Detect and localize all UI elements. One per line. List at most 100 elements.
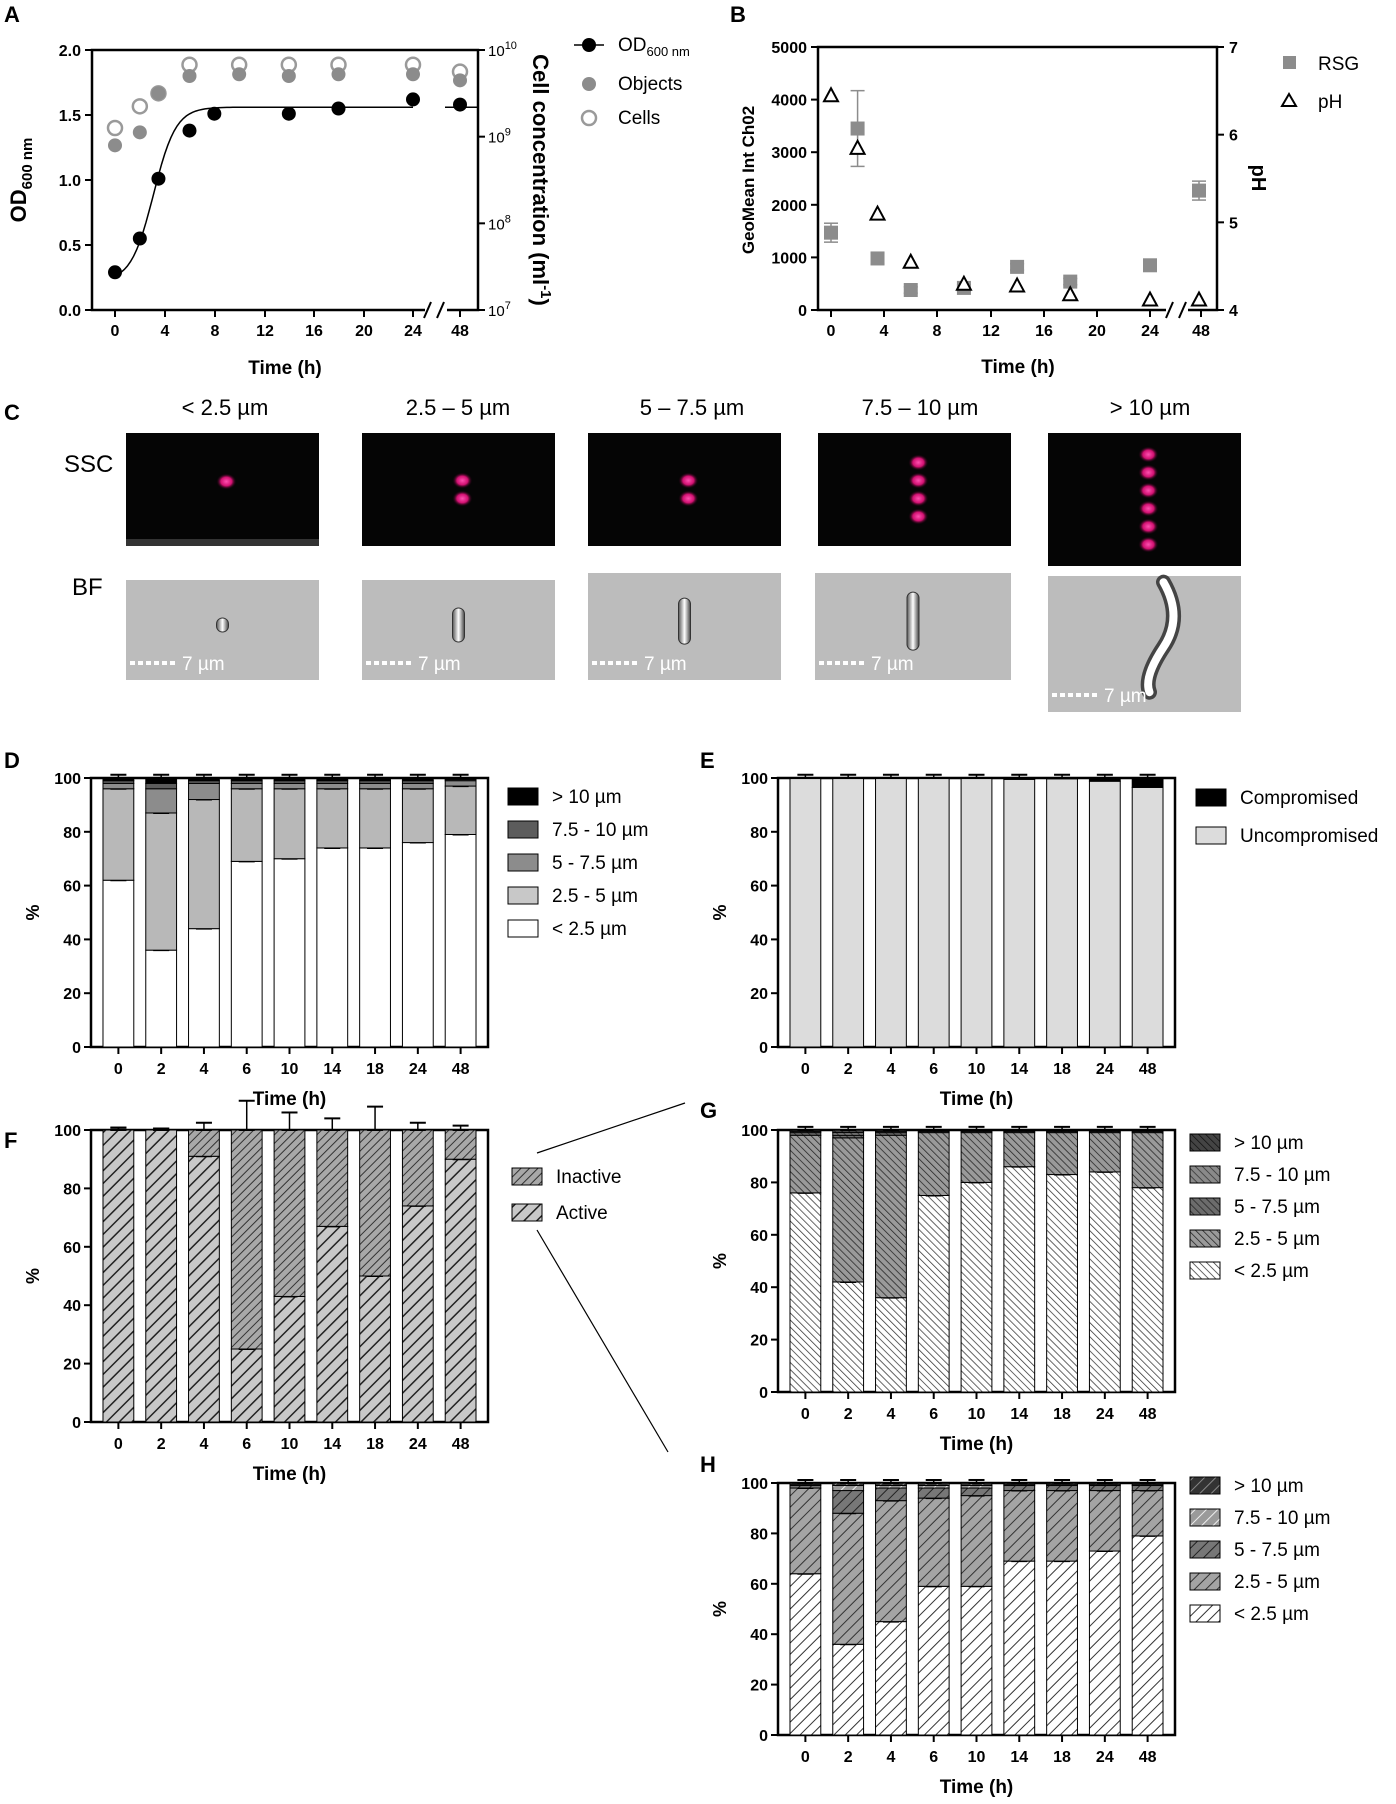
panel-a-xtick-label: 48 bbox=[451, 323, 469, 340]
panel-h-ytick-label: 40 bbox=[750, 1627, 768, 1644]
panel-d-ylabel: % bbox=[23, 904, 43, 920]
panel-c-row-label-bf: BF bbox=[72, 574, 103, 601]
ssc-spot bbox=[908, 490, 929, 507]
panel-h-ytick-label: 60 bbox=[750, 1577, 768, 1594]
connector-line-bottom bbox=[536, 1229, 669, 1453]
panel-b-y2tick-label: 6 bbox=[1229, 128, 1238, 145]
panel-f-legend-swatch bbox=[511, 1203, 543, 1222]
panel-h-bar-segment bbox=[960, 1495, 993, 1587]
bf-scale-label: 7 µm bbox=[644, 654, 687, 675]
panel-h-legend-swatch bbox=[1189, 1508, 1221, 1527]
panel-b-rsg-point bbox=[903, 283, 918, 298]
panel-d-legend-label: < 2.5 µm bbox=[552, 919, 627, 940]
panel-e-ytick-label: 40 bbox=[750, 932, 768, 949]
panel-a-objects-point bbox=[108, 138, 122, 153]
bf-scale-label: 7 µm bbox=[418, 654, 461, 675]
panel-a-ylabel: OD600 nm bbox=[6, 138, 36, 223]
panel-d-bar-segment bbox=[230, 860, 263, 1048]
panel-d-bar-segment bbox=[102, 879, 135, 1048]
panel-f-bar-segment bbox=[359, 1129, 391, 1277]
legend-rsg-marker bbox=[1283, 56, 1296, 69]
panel-b-ytick-label: 5000 bbox=[771, 40, 807, 57]
panel-d-bar-segment bbox=[444, 833, 477, 1048]
panel-f-bar-segment bbox=[230, 1129, 263, 1350]
panel-b-rsg-point bbox=[1010, 259, 1025, 274]
panel-f-bar-segment bbox=[401, 1205, 434, 1423]
panel-g-legend-label: > 10 µm bbox=[1234, 1133, 1304, 1154]
panel-f-xtick-label: 2 bbox=[157, 1436, 166, 1453]
panel-b-y2tick-label: 4 bbox=[1229, 303, 1238, 320]
panel-b-xtick-label: 12 bbox=[982, 323, 1000, 340]
panel-d-legend-label: 5 - 7.5 µm bbox=[552, 853, 638, 874]
panel-c-col-label-4: > 10 µm bbox=[1110, 395, 1191, 420]
panel-d-legend-swatch bbox=[507, 853, 539, 872]
panel-b-ytick-label: 2000 bbox=[771, 198, 807, 215]
panel-h-legend-swatch bbox=[1189, 1540, 1221, 1559]
panel-h-xtick-label: 48 bbox=[1139, 1749, 1157, 1766]
panel-h-bar-segment bbox=[1131, 1490, 1164, 1537]
bf-scale-label: 7 µm bbox=[182, 654, 225, 675]
panel-d-xtick-label: 4 bbox=[199, 1061, 208, 1078]
panel-b-ph-point bbox=[1008, 276, 1026, 293]
ssc-spot bbox=[452, 472, 473, 489]
panel-f-bar-segment bbox=[273, 1295, 306, 1423]
panel-b-axis-break bbox=[1178, 301, 1187, 319]
panel-a-y2tick-label: 108 bbox=[488, 213, 511, 233]
ssc-spot bbox=[1138, 500, 1159, 517]
panel-f-bar-segment bbox=[444, 1129, 477, 1160]
panel-b-ph-point bbox=[1061, 285, 1079, 302]
panel-d-xtick-label: 2 bbox=[157, 1061, 166, 1078]
panel-g-bar-segment bbox=[789, 1134, 822, 1194]
panel-d-legend-swatch bbox=[507, 919, 539, 938]
panel-f-bar-segment bbox=[230, 1348, 263, 1423]
bf-scale-label: 7 µm bbox=[871, 654, 914, 675]
bf-cell-chain bbox=[1144, 578, 1178, 697]
panel-d-xtick-label: 0 bbox=[114, 1061, 123, 1078]
panel-letter-a: A bbox=[4, 2, 20, 27]
panel-b-ph-point bbox=[848, 138, 867, 155]
panel-g-bar-segment bbox=[1046, 1174, 1078, 1393]
panel-e-ytick-label: 0 bbox=[759, 1040, 768, 1057]
panel-a-fit-line bbox=[114, 106, 413, 277]
panel-e-legend-swatch bbox=[1195, 788, 1227, 807]
panel-letter-d: D bbox=[4, 748, 20, 773]
legend-cells-marker bbox=[580, 109, 598, 127]
panel-d-bar-segment bbox=[273, 788, 306, 860]
panel-e-bar-segment bbox=[1131, 777, 1164, 788]
panel-d-bar-segment bbox=[359, 782, 391, 790]
panel-h-xtick-label: 2 bbox=[844, 1749, 853, 1766]
panel-d-bar-segment bbox=[444, 780, 477, 787]
panel-e-xtick-label: 10 bbox=[968, 1061, 986, 1078]
panel-a-ytick-label: 0.5 bbox=[59, 238, 81, 255]
panel-a-od-point bbox=[207, 106, 222, 121]
panel-g-bar-segment bbox=[875, 1134, 907, 1299]
panel-g-ytick-label: 100 bbox=[741, 1123, 768, 1140]
panel-f-bar-segment bbox=[316, 1129, 349, 1227]
panel-a-objects-point bbox=[132, 125, 147, 140]
panel-h-bar-segment bbox=[832, 1643, 865, 1736]
panel-h-ylabel: % bbox=[710, 1601, 730, 1617]
panel-g-legend-swatch bbox=[1189, 1261, 1221, 1280]
panel-b-frame bbox=[816, 45, 1219, 312]
panel-a-ytick-label: 2.0 bbox=[59, 43, 81, 60]
panel-f-bar-segment bbox=[102, 1129, 135, 1423]
panel-f-xtick-label: 24 bbox=[409, 1436, 427, 1453]
panel-letter-c: C bbox=[4, 400, 20, 425]
panel-e-ytick-label: 80 bbox=[750, 825, 768, 842]
ssc-image-2 bbox=[588, 433, 781, 546]
panel-h-legend-swatch bbox=[1189, 1476, 1221, 1495]
ssc-spot bbox=[1138, 446, 1159, 463]
panel-g-ytick-label: 80 bbox=[750, 1175, 768, 1192]
panel-d-bar-segment bbox=[316, 782, 349, 790]
legend-objects-marker bbox=[582, 77, 596, 91]
ssc-spot bbox=[1138, 518, 1159, 535]
panel-d-bar-segment bbox=[273, 858, 306, 1048]
panel-d-ytick-label: 20 bbox=[63, 986, 81, 1003]
panel-f-xtick-label: 0 bbox=[114, 1436, 123, 1453]
panel-g-xlabel: Time (h) bbox=[940, 1434, 1014, 1455]
panel-d-bar-segment bbox=[230, 788, 263, 862]
panel-e-legend-swatch bbox=[1195, 826, 1227, 845]
panel-b-xtick-label: 16 bbox=[1035, 323, 1053, 340]
panel-h-bar-segment bbox=[875, 1621, 907, 1736]
panel-d-bar-segment bbox=[401, 842, 434, 1048]
